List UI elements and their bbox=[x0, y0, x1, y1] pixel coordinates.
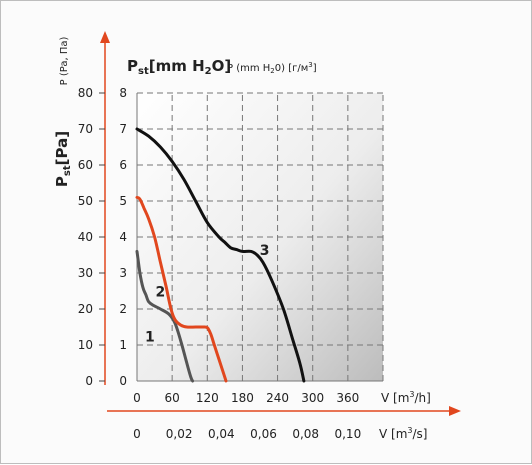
series-label-3: 3 bbox=[260, 243, 270, 259]
x-tick-label-m3s: 0 bbox=[133, 427, 141, 441]
y-axis-arrowhead bbox=[100, 31, 110, 43]
y-tick-label-mm: 6 bbox=[119, 158, 127, 172]
series-labels: 1 2 3 bbox=[145, 243, 270, 345]
y-tick-label-pa: 60 bbox=[78, 158, 93, 172]
y-tick-label-pa: 50 bbox=[78, 194, 93, 208]
y-tick-label-mm: 7 bbox=[119, 122, 127, 136]
series-label-1: 1 bbox=[145, 329, 155, 345]
series-lines bbox=[135, 127, 306, 383]
y-tick-label-mm: 5 bbox=[119, 194, 127, 208]
x-tick-label-m3s: 0,10 bbox=[334, 427, 361, 441]
x-tick-label-m3h: 120 bbox=[196, 391, 219, 405]
x-tick-label-m3h: 180 bbox=[231, 391, 254, 405]
x-tick-label-m3h: 60 bbox=[165, 391, 180, 405]
x-axis-label-m3h: V [m3/h] bbox=[381, 390, 431, 405]
y-tick-label-mm: 1 bbox=[119, 338, 127, 352]
x-tick-label-m3s: 0,02 bbox=[166, 427, 193, 441]
series-line-2 bbox=[135, 195, 228, 383]
x-axis-label-m3s: V [m3/s] bbox=[379, 426, 427, 441]
y-tick-label-mm: 4 bbox=[119, 230, 127, 244]
x-axis-arrowhead bbox=[449, 406, 461, 416]
y-tick-label-mm: 8 bbox=[119, 86, 127, 100]
x-tick-label-m3s: 0,06 bbox=[250, 427, 277, 441]
y-tick-label-pa: 20 bbox=[78, 302, 93, 316]
x-tick-label-m3s: 0,08 bbox=[292, 427, 319, 441]
y-tick-label-mm: 2 bbox=[119, 302, 127, 316]
x-tick-label-m3h: 240 bbox=[266, 391, 289, 405]
y-tick-label-pa: 0 bbox=[85, 374, 93, 388]
y-tick-label-mm: 3 bbox=[119, 266, 127, 280]
y-tick-label-pa: 40 bbox=[78, 230, 93, 244]
y2-axis-title-main: Pst[mm H2O] bbox=[127, 57, 231, 77]
x-tick-label-m3h: 0 bbox=[133, 391, 141, 405]
series-line-3 bbox=[135, 127, 306, 383]
y2-axis-title-small: P (mm H20) [г/м3] bbox=[227, 61, 317, 75]
series-line-1 bbox=[135, 249, 195, 383]
x-tick-label-m3h: 360 bbox=[336, 391, 359, 405]
y-tick-label-pa: 80 bbox=[78, 86, 93, 100]
y-tick-label-pa: 70 bbox=[78, 122, 93, 136]
grid bbox=[136, 92, 384, 382]
x-tick-label-m3s: 0,04 bbox=[208, 427, 235, 441]
y-axis-title-rotated: P (Pa, Па) bbox=[59, 37, 70, 86]
series-label-2: 2 bbox=[156, 284, 166, 300]
y-tick-label-mm: 0 bbox=[119, 374, 127, 388]
y-tick-label-pa: 10 bbox=[78, 338, 93, 352]
y-tick-label-pa: 30 bbox=[78, 266, 93, 280]
x-tick-label-m3h: 300 bbox=[301, 391, 324, 405]
y-axis-title-main: Pst[Pa] bbox=[53, 131, 73, 187]
